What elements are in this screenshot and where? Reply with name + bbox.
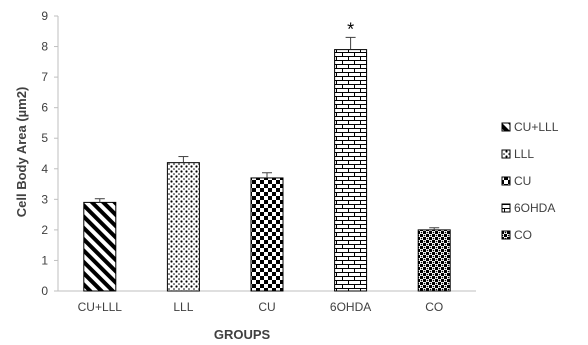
y-tick-label: 8 [41, 40, 48, 54]
bar-cu [250, 177, 284, 292]
x-axis-title: GROUPS [214, 327, 271, 342]
y-axis-title: Cell Body Area (µm2) [14, 87, 29, 218]
x-axis: CU+LLL LLL CU 6OHDA CO [58, 290, 476, 314]
legend-label: CO [514, 228, 532, 242]
significance-marker: * [347, 19, 354, 39]
y-tick-label: 6 [41, 101, 48, 115]
legend-label: LLL [514, 147, 534, 161]
y-tick-label: 2 [41, 223, 48, 237]
legend-swatch [501, 203, 511, 213]
y-tick-label: 0 [41, 284, 48, 298]
x-tick-label: CU+LLL [78, 300, 123, 314]
x-tick-label: LLL [173, 300, 193, 314]
bar-lll [166, 162, 200, 292]
legend-label: CU [514, 174, 531, 188]
y-tick-label: 5 [41, 131, 48, 145]
x-tick-label: 6OHDA [330, 300, 371, 314]
x-tick-label: CU [258, 300, 275, 314]
bar-co [417, 229, 451, 292]
y-tick-label: 1 [41, 253, 48, 267]
y-tick-label: 9 [41, 9, 48, 23]
legend-swatch [501, 230, 511, 240]
legend-swatch [501, 149, 511, 159]
legend: CU+LLL LLL CU 6OHDA CO [501, 120, 559, 242]
error-bars [94, 36, 440, 230]
legend-swatch [501, 122, 511, 132]
annotations: * [347, 19, 354, 39]
y-tick-label: 3 [41, 192, 48, 206]
bar-cu-lll [83, 201, 117, 292]
y-axis: 0 1 2 3 4 5 6 7 8 9 [41, 9, 59, 298]
bar-6ohda [334, 49, 368, 292]
legend-swatch [501, 176, 511, 186]
legend-label: CU+LLL [514, 120, 559, 134]
y-tick-label: 7 [41, 70, 48, 84]
bars [83, 49, 451, 292]
x-tick-label: CO [425, 300, 443, 314]
legend-label: 6OHDA [514, 201, 555, 215]
y-tick-label: 4 [41, 162, 48, 176]
